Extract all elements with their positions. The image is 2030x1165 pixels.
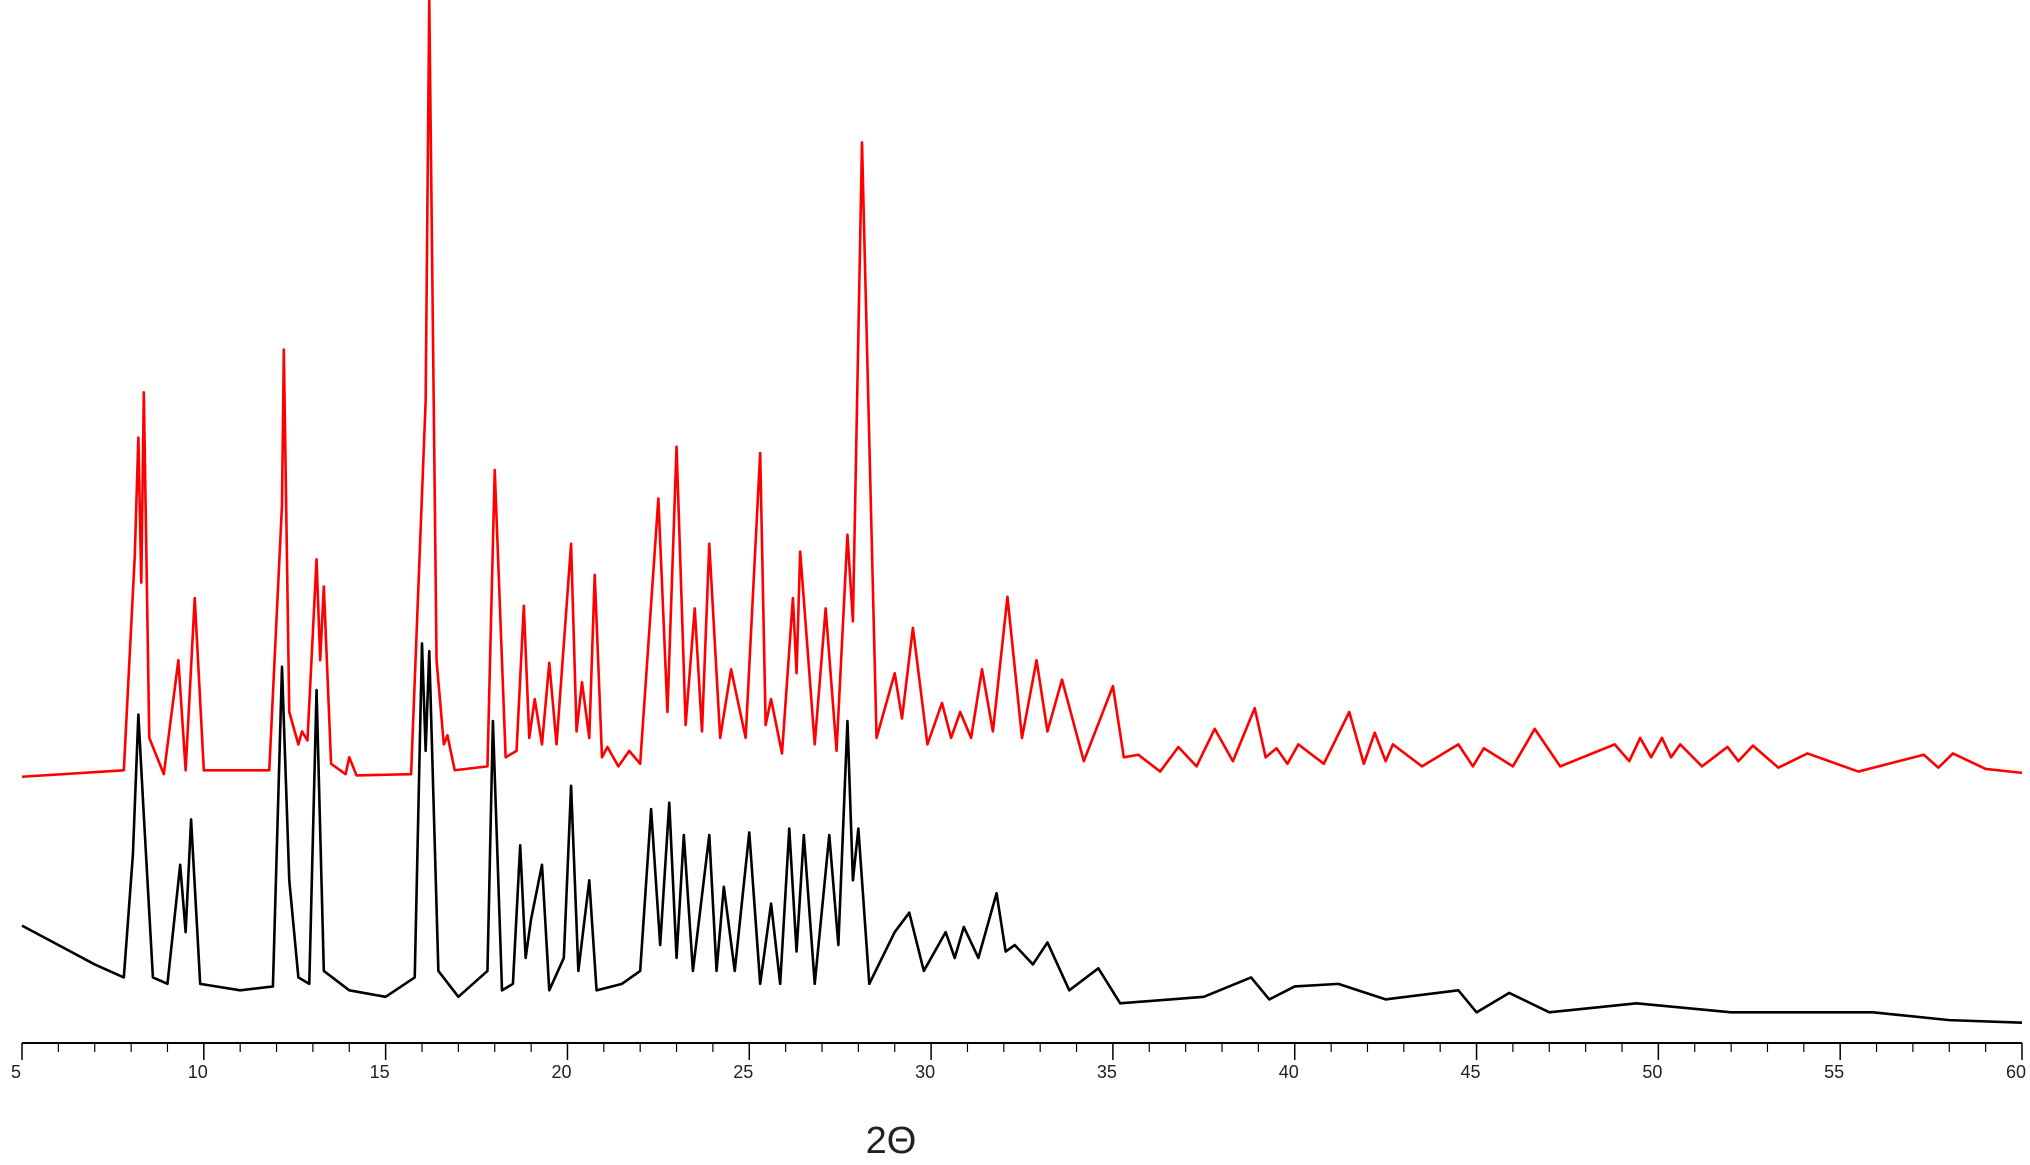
x-tick-label: 35: [1097, 1062, 1117, 1082]
x-tick-label: 50: [1642, 1062, 1662, 1082]
x-tick-label: 15: [370, 1062, 390, 1082]
x-tick-label: 20: [551, 1062, 571, 1082]
x-axis-title: 2Θ: [866, 1120, 917, 1162]
x-tick-label: 40: [1279, 1062, 1299, 1082]
x-tick-label: 45: [1461, 1062, 1481, 1082]
x-tick-label: 5: [11, 1062, 21, 1082]
x-tick-label: 10: [188, 1062, 208, 1082]
data-line: [21, 642, 2023, 1025]
x-tick-label: 55: [1824, 1062, 1844, 1082]
x-tick-label: 30: [915, 1062, 935, 1082]
data-line: [21, 0, 2023, 779]
x-tick-label: 25: [733, 1062, 753, 1082]
x-tick-label: 60: [2006, 1062, 2026, 1082]
